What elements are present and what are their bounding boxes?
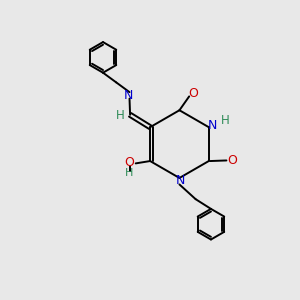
Text: N: N xyxy=(124,88,134,102)
Text: O: O xyxy=(124,156,134,169)
Text: H: H xyxy=(220,114,229,127)
Text: O: O xyxy=(188,87,198,100)
Text: O: O xyxy=(227,154,237,167)
Text: N: N xyxy=(208,119,217,132)
Text: H: H xyxy=(116,109,125,122)
Text: N: N xyxy=(175,174,185,187)
Text: H: H xyxy=(125,168,134,178)
